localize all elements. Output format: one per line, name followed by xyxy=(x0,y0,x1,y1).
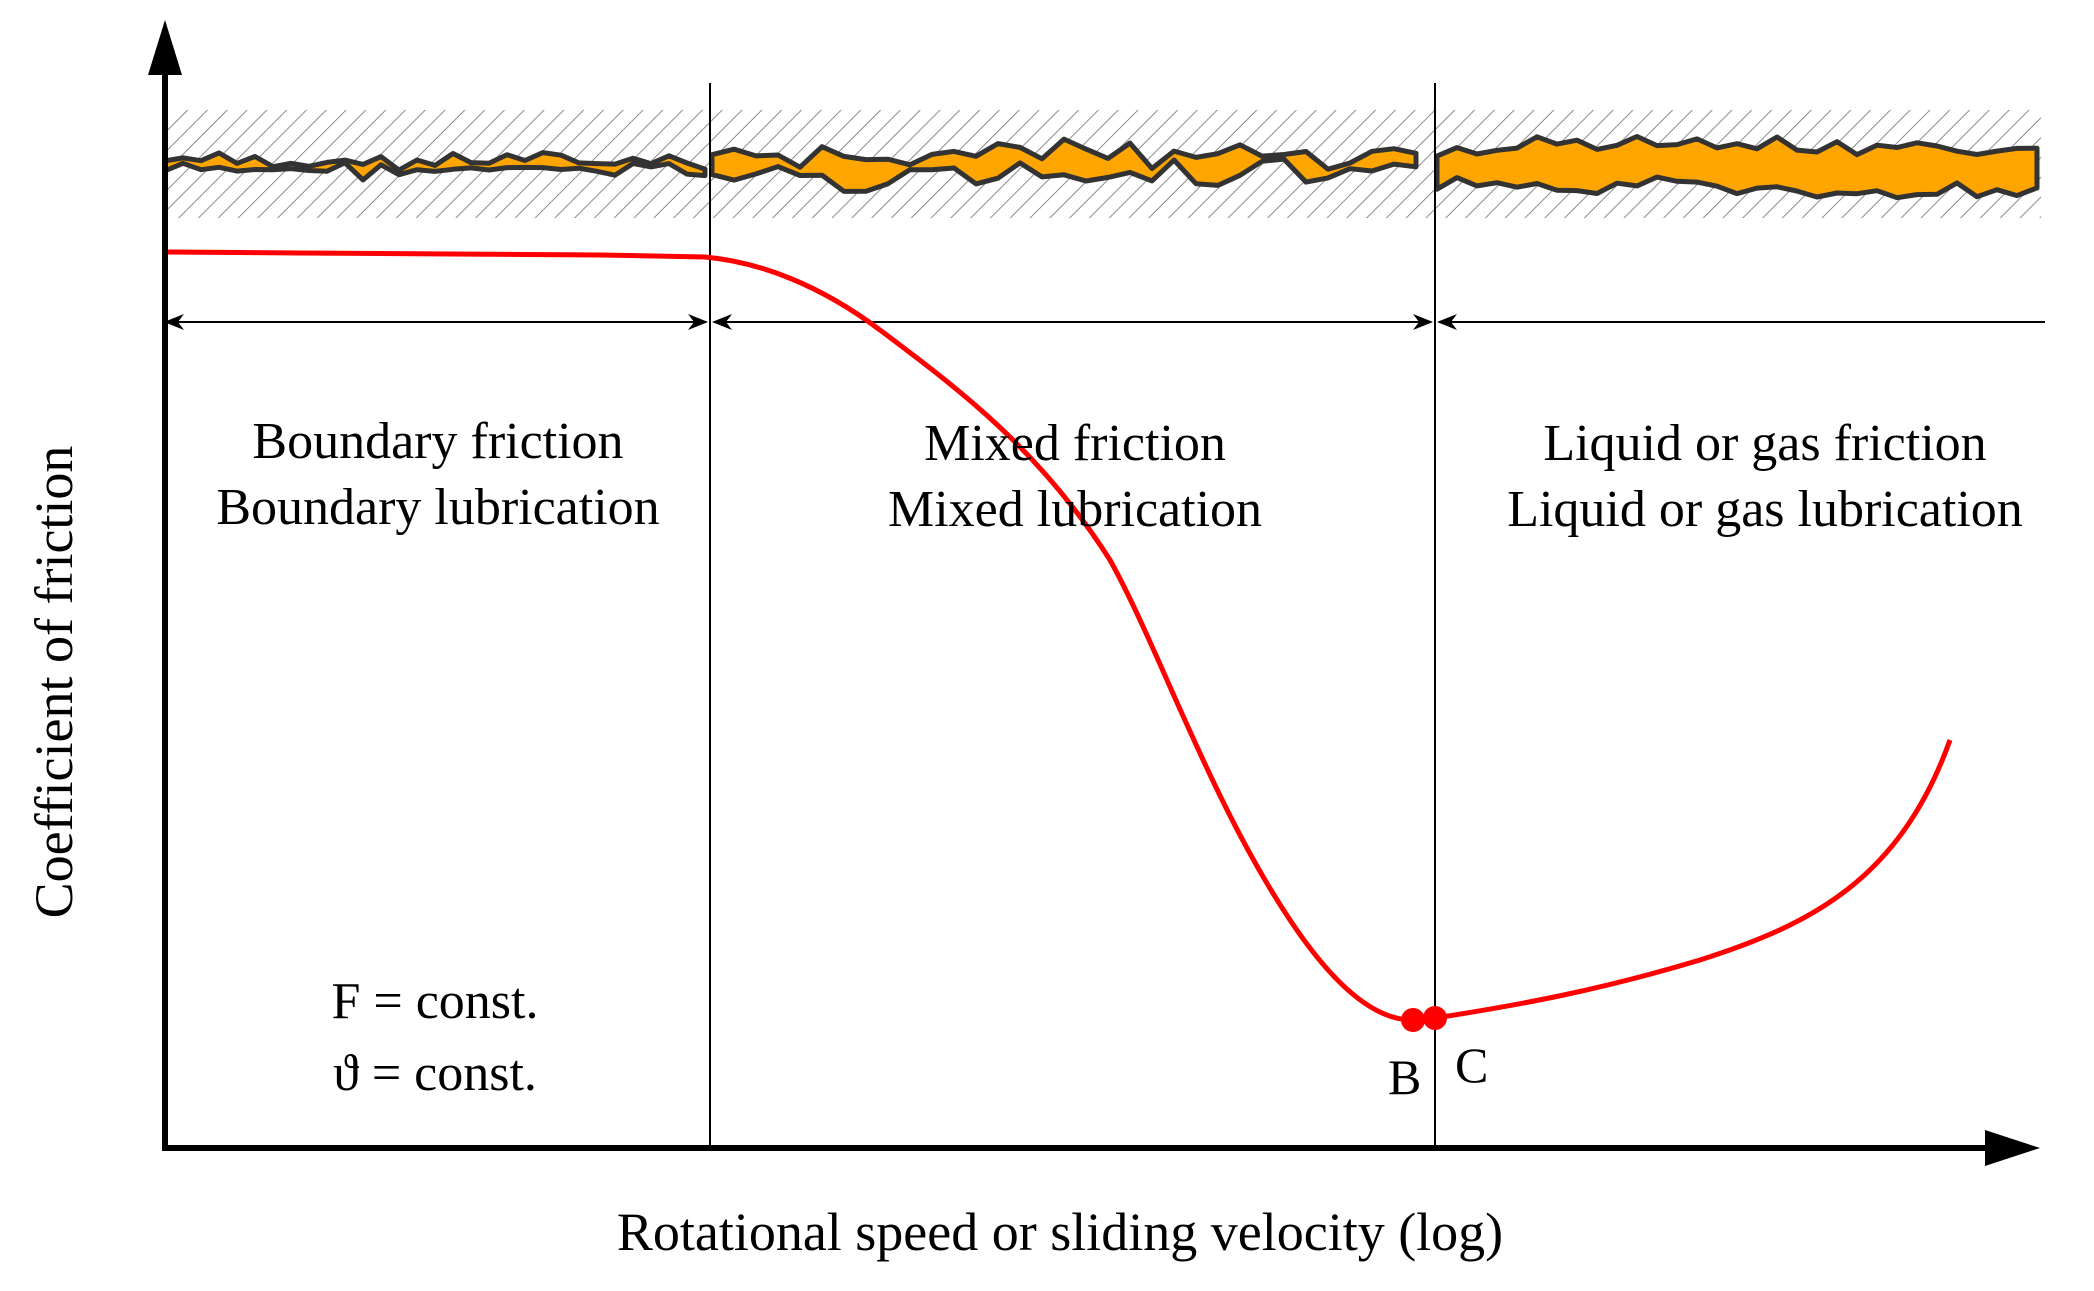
surface-film-segment xyxy=(1434,134,2040,201)
y-axis-title: Coefficient of friction xyxy=(24,446,84,919)
region-boundary-line2: Boundary lubrication xyxy=(216,479,659,536)
point-b-label: B xyxy=(1388,1049,1421,1105)
point-c-marker xyxy=(1423,1006,1447,1030)
x-axis-arrowhead xyxy=(1985,1130,2040,1166)
surface-film-segment xyxy=(162,150,708,183)
surface-profile xyxy=(162,134,2040,201)
y-axis-arrowhead xyxy=(148,20,182,75)
region-liquid-line1: Liquid or gas friction xyxy=(1543,415,1986,472)
point-b-marker xyxy=(1401,1008,1425,1032)
region-liquid-line2: Liquid or gas lubrication xyxy=(1507,481,2023,538)
condition-force: F = const. xyxy=(331,973,538,1030)
friction-curve xyxy=(167,249,1953,1023)
region-mixed-line1: Mixed friction xyxy=(924,415,1226,472)
x-axis-title: Rotational speed or sliding velocity (lo… xyxy=(617,1202,1503,1262)
region-boundary-line1: Boundary friction xyxy=(252,413,623,470)
surface-film-segment xyxy=(709,136,1419,194)
point-c-label: C xyxy=(1455,1037,1488,1093)
region-mixed-line2: Mixed lubrication xyxy=(888,481,1262,538)
condition-temperature: ϑ = const. xyxy=(333,1045,537,1102)
